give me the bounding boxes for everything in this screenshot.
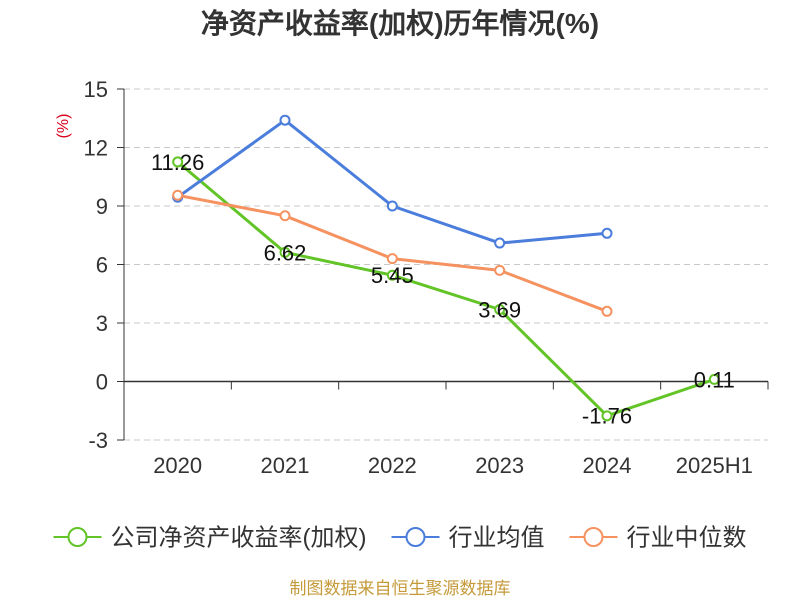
y-tick-label: 3 bbox=[96, 311, 108, 336]
x-tick-label: 2022 bbox=[368, 453, 417, 478]
y-tick-label: 9 bbox=[96, 194, 108, 219]
y-tick-label: 6 bbox=[96, 252, 108, 277]
legend-label: 公司净资产收益率(加权) bbox=[111, 525, 367, 552]
series-2-point bbox=[172, 189, 184, 201]
legend-label: 行业均值 bbox=[449, 525, 545, 552]
x-tick-label: 2024 bbox=[583, 453, 632, 478]
legend-item-0[interactable]: 公司净资产收益率(加权) bbox=[53, 525, 367, 552]
legend-item-1[interactable]: 行业均值 bbox=[391, 525, 545, 552]
series-2-point bbox=[279, 210, 291, 222]
axes: 15 12 9 6 3 0 -3 2020 2021 2022 2023 2024 2025H1 bbox=[84, 77, 769, 478]
y-axis-label: (%) bbox=[55, 114, 72, 139]
data-label: 0.11 bbox=[694, 367, 735, 392]
y-tick-label: -3 bbox=[88, 428, 108, 453]
series-0-line bbox=[176, 160, 716, 418]
y-tick-label: 12 bbox=[84, 135, 108, 160]
data-label: 11.26 bbox=[151, 150, 204, 175]
series-1-point bbox=[601, 227, 613, 239]
series-0-point bbox=[601, 410, 613, 422]
series-2-point bbox=[386, 253, 398, 265]
series-1-point bbox=[279, 114, 291, 126]
data-label: -1.76 bbox=[582, 404, 632, 429]
series-1-line bbox=[176, 118, 609, 245]
legend-item-2[interactable]: 行业中位数 bbox=[569, 525, 747, 552]
data-label: 3.69 bbox=[478, 297, 521, 322]
data-label: 5.45 bbox=[371, 263, 414, 288]
data-label: 6.62 bbox=[264, 240, 307, 265]
series-0-point bbox=[172, 156, 184, 168]
series-2-point bbox=[601, 305, 613, 317]
x-tick-label: 2025H1 bbox=[676, 453, 753, 478]
legend-label: 行业中位数 bbox=[627, 525, 747, 552]
data-labels: 11.26 6.62 5.45 3.69 -1.76 0.11 bbox=[151, 150, 735, 429]
series-0-point bbox=[708, 373, 720, 385]
source-note: 制图数据来自恒生聚源数据库 bbox=[290, 579, 511, 598]
legend-circle-icon bbox=[405, 527, 426, 547]
legend-circle-icon bbox=[583, 527, 604, 547]
y-tick-label: 0 bbox=[96, 369, 108, 394]
y-tick-label: 15 bbox=[84, 77, 108, 102]
series-2-point bbox=[494, 264, 506, 276]
series-0-point bbox=[494, 304, 506, 316]
legend: 公司净资产收益率(加权) 行业均值 行业中位数 bbox=[53, 525, 747, 552]
series-1-point bbox=[494, 237, 506, 249]
series-0-point bbox=[386, 269, 398, 281]
legend-circle-icon bbox=[67, 527, 88, 547]
series-layer bbox=[172, 114, 720, 422]
series-0-point bbox=[279, 246, 291, 258]
x-tick-label: 2020 bbox=[153, 453, 202, 478]
chart-title: 净资产收益率(加权)历年情况(%) bbox=[201, 7, 599, 39]
series-1-point bbox=[386, 200, 398, 212]
x-tick-label: 2023 bbox=[475, 453, 524, 478]
x-tick-label: 2021 bbox=[261, 453, 310, 478]
